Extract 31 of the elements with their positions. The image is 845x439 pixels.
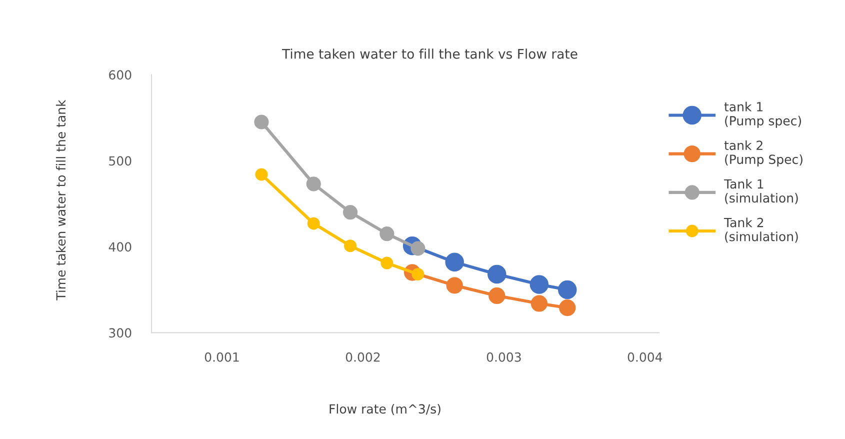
y-tick-label: 300 [109, 328, 132, 338]
point [307, 217, 320, 230]
point [445, 252, 464, 272]
x-axis-title: Flow rate (m^3/s) [330, 404, 440, 416]
point [446, 277, 463, 294]
x-tick-label: 0.001 [204, 352, 239, 362]
point [530, 295, 548, 312]
point [255, 168, 268, 181]
y-tick-label: 400 [108, 242, 132, 252]
legend-label: Tank 1 (simulation) [724, 178, 798, 204]
x-tick-label: 0.003 [486, 352, 521, 362]
y-tick-label: 600 [109, 70, 132, 80]
chart-title: Time taken water to fill the tank vs Flow rate [282, 48, 578, 59]
point [488, 264, 506, 284]
legend-label: tank 2 (Pump Spec) [724, 140, 802, 166]
point [380, 256, 394, 270]
point [530, 275, 549, 294]
point [558, 280, 577, 300]
y-axis-title: Time taken water to fill the tank [56, 100, 66, 300]
x-tick-label: 0.002 [346, 352, 380, 362]
point [559, 299, 576, 316]
point [344, 240, 357, 252]
x-tick-label: 0.004 [628, 352, 662, 362]
point [342, 205, 358, 220]
point [306, 176, 321, 192]
point [488, 287, 506, 304]
y-tick-label: 500 [109, 156, 132, 166]
legend-label: tank 1 (Pump spec) [724, 102, 802, 128]
point [254, 114, 269, 130]
legend-label: Tank 2 (simulation) [724, 218, 798, 243]
point [380, 226, 394, 242]
